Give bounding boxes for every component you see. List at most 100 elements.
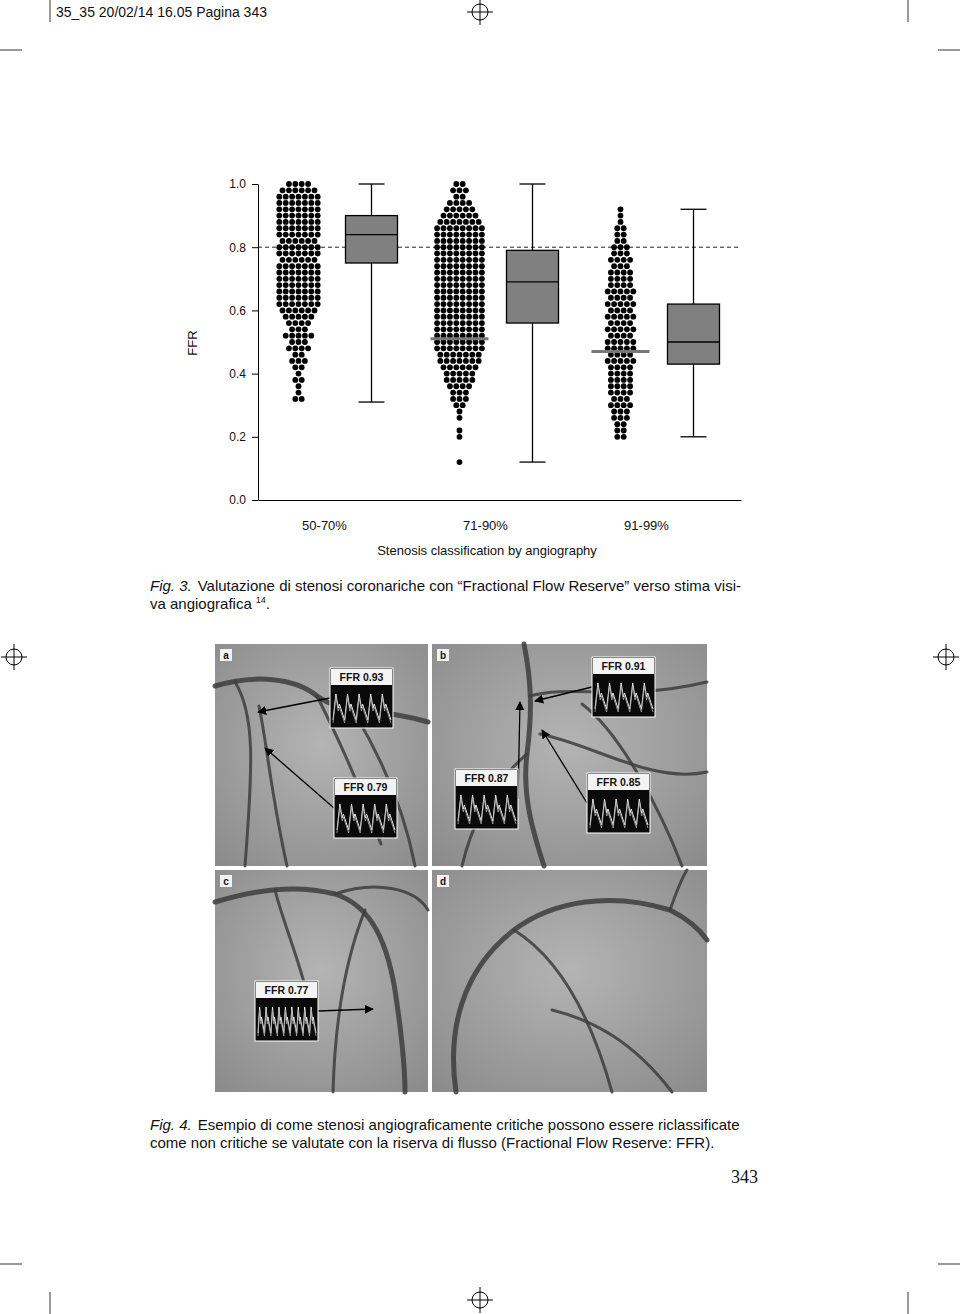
- data-point: [276, 244, 282, 250]
- data-point: [276, 206, 282, 212]
- data-point: [473, 263, 479, 269]
- data-point: [618, 289, 624, 295]
- ffr-label-header: [335, 779, 396, 795]
- data-point: [624, 251, 630, 257]
- data-point: [476, 219, 482, 225]
- caption-end: .: [266, 595, 270, 612]
- data-point: [460, 263, 466, 269]
- data-point: [441, 282, 447, 288]
- data-point: [479, 326, 485, 332]
- data-point: [289, 301, 295, 307]
- x-tick: 91-99%: [624, 500, 669, 533]
- data-point: [299, 320, 305, 326]
- pointer-arrow: [265, 748, 334, 808]
- data-point: [630, 289, 636, 295]
- data-point: [434, 251, 440, 257]
- data-point: [460, 314, 466, 320]
- data-point: [611, 326, 617, 332]
- data-point: [305, 238, 311, 244]
- data-point: [296, 270, 302, 276]
- ffr-label-header: [588, 774, 649, 790]
- data-point: [308, 289, 314, 295]
- data-point: [444, 352, 450, 358]
- data-point: [460, 194, 466, 200]
- data-point: [463, 377, 469, 383]
- data-point: [302, 339, 308, 345]
- whisker-lower: [693, 364, 694, 437]
- data-point: [466, 301, 472, 307]
- ffr-label: FFR 0.77: [255, 981, 318, 1041]
- data-point: [473, 225, 479, 231]
- data-point: [312, 308, 318, 314]
- data-point: [312, 238, 318, 244]
- registration-mark: [933, 644, 959, 670]
- data-point: [460, 270, 466, 276]
- ffr-label-text: FFR 0.77: [265, 984, 309, 996]
- data-point: [305, 320, 311, 326]
- data-point: [305, 308, 311, 314]
- ffr-label-text: FFR 0.85: [597, 776, 641, 788]
- caption-label: Fig. 3.: [150, 577, 192, 594]
- data-point: [276, 232, 282, 238]
- data-point: [447, 320, 453, 326]
- data-point: [276, 301, 282, 307]
- y-axis-line: [258, 185, 259, 501]
- y-tick-label: 0.4: [229, 367, 246, 381]
- data-point: [469, 358, 475, 364]
- vessel: [235, 682, 251, 866]
- data-point: [312, 257, 318, 263]
- data-point: [447, 200, 453, 206]
- data-point: [460, 383, 466, 389]
- data-point: [434, 314, 440, 320]
- data-point: [296, 326, 302, 332]
- data-point: [618, 314, 624, 320]
- vessel: [582, 704, 682, 866]
- data-point: [479, 282, 485, 288]
- data-point: [460, 295, 466, 301]
- data-point: [305, 181, 311, 187]
- data-point: [457, 206, 463, 212]
- data-point: [292, 238, 298, 244]
- data-point: [624, 339, 630, 345]
- print-marks: [0, 0, 960, 1314]
- data-point: [305, 187, 311, 193]
- pointer-arrow: [535, 687, 592, 701]
- data-point: [308, 200, 314, 206]
- y-tick: 0.2: [229, 430, 258, 444]
- data-point: [627, 276, 633, 282]
- data-point: [296, 339, 302, 345]
- data-point: [453, 251, 459, 257]
- data-point: [434, 301, 440, 307]
- data-point: [302, 326, 308, 332]
- data-point: [608, 257, 614, 263]
- y-tick-mark: [252, 374, 258, 375]
- data-point: [614, 333, 620, 339]
- data-point: [302, 232, 308, 238]
- data-point: [453, 225, 459, 231]
- data-point: [621, 390, 627, 396]
- ffr-label: FFR 0.91: [592, 657, 655, 717]
- y-tick-label: 0.0: [229, 493, 246, 507]
- data-point: [296, 301, 302, 307]
- data-point: [308, 194, 314, 200]
- data-point: [479, 301, 485, 307]
- data-point: [315, 263, 321, 269]
- data-point: [469, 352, 475, 358]
- data-point: [624, 314, 630, 320]
- data-point: [621, 320, 627, 326]
- data-point: [621, 428, 627, 434]
- registration-line: [480, 0, 481, 25]
- data-point: [457, 187, 463, 193]
- data-point: [441, 320, 447, 326]
- data-point: [605, 339, 611, 345]
- data-point: [447, 295, 453, 301]
- data-point: [473, 238, 479, 244]
- data-point: [627, 320, 633, 326]
- y-tick-mark: [252, 437, 258, 438]
- whisker-upper: [532, 184, 533, 250]
- vessel: [335, 887, 428, 910]
- data-point: [453, 244, 459, 250]
- data-point: [466, 257, 472, 263]
- page: 35_35 20/02/14 16.05 Pagina 3430.00.20.4…: [0, 0, 960, 1314]
- data-point: [627, 377, 633, 383]
